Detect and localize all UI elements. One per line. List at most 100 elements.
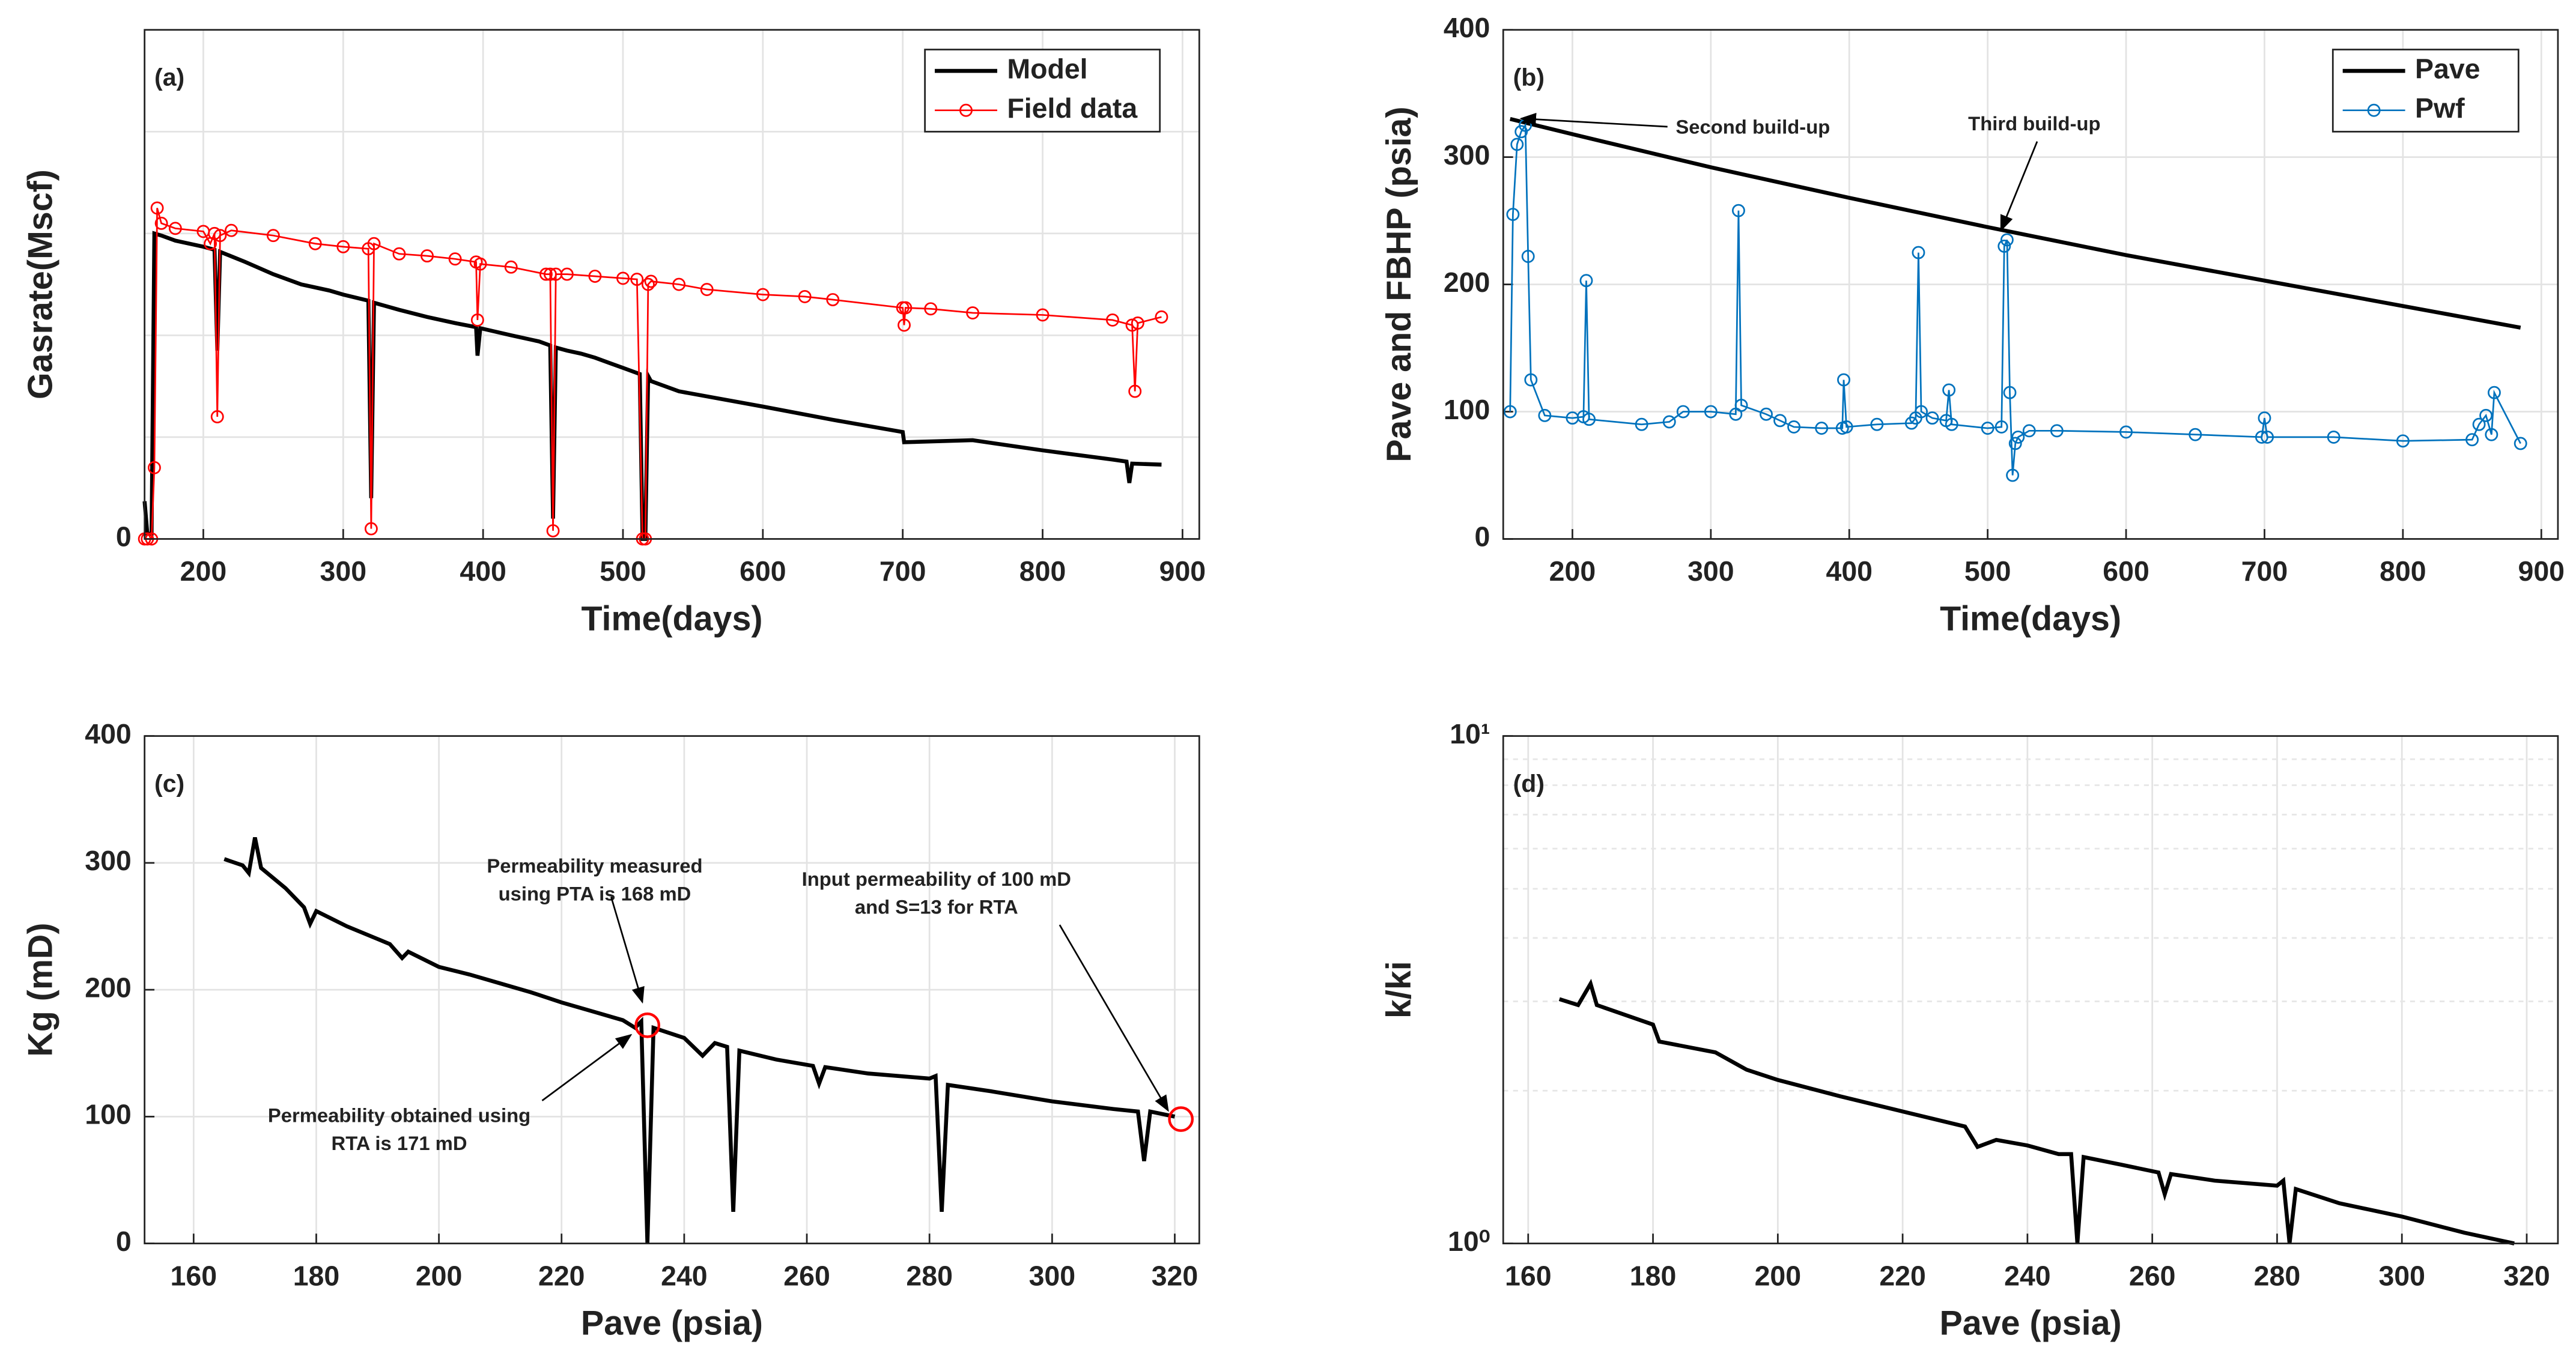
data-point xyxy=(1125,318,1139,332)
data-point xyxy=(504,260,518,274)
x-tick-label: 800 xyxy=(2380,555,2426,587)
data-point xyxy=(1915,405,1928,419)
data-point xyxy=(2327,430,2341,444)
annotation: and S=13 for RTA xyxy=(855,895,1018,918)
y-axis-label: Pave and FBHP (psia) xyxy=(1380,106,1418,462)
data-point xyxy=(473,257,487,271)
data-point xyxy=(266,229,280,243)
data-point xyxy=(150,201,164,215)
legend-label: Pwf xyxy=(2415,92,2465,124)
x-tick-label: 320 xyxy=(2503,1260,2550,1291)
x-axis-label: Pave (psia) xyxy=(1940,1304,2122,1343)
panel-label: (d) xyxy=(1513,769,1545,797)
x-tick-label: 260 xyxy=(783,1260,830,1291)
data-point xyxy=(641,277,655,291)
y-tick-label: 300 xyxy=(1444,139,1490,171)
annotation: Input permeability of 100 mD xyxy=(802,868,1071,890)
highlight-circle xyxy=(1168,1106,1194,1132)
x-tick-label: 220 xyxy=(1879,1260,1926,1291)
data-point xyxy=(1981,422,1994,435)
legend-label: Model xyxy=(1007,53,1087,84)
data-point xyxy=(630,273,644,286)
y-tick-label: 400 xyxy=(1444,12,1490,43)
data-point xyxy=(560,267,574,281)
series-line xyxy=(1509,123,2521,476)
data-point xyxy=(470,313,484,327)
x-tick-label: 300 xyxy=(2378,1260,2425,1291)
data-point xyxy=(1837,373,1850,387)
data-point xyxy=(1734,398,1748,412)
x-tick-label: 800 xyxy=(1019,555,1066,587)
data-point xyxy=(2261,430,2274,444)
data-point xyxy=(2050,424,2064,438)
panel-label: (a) xyxy=(154,64,184,91)
data-point xyxy=(225,223,238,237)
data-point xyxy=(1704,405,1718,419)
series-line xyxy=(1558,978,2515,1245)
data-point xyxy=(1582,413,1596,426)
highlight-circle xyxy=(634,1012,660,1038)
data-point xyxy=(1870,417,1884,431)
data-point xyxy=(168,222,182,235)
data-point xyxy=(1787,420,1801,434)
annotation-arrow xyxy=(1059,924,1169,1112)
y-tick-label: 10⁰ xyxy=(1448,1226,1490,1257)
y-tick-label: 400 xyxy=(85,718,132,749)
x-tick-label: 280 xyxy=(2254,1260,2301,1291)
x-tick-label: 700 xyxy=(2241,555,2288,587)
legend-box xyxy=(2331,49,2520,133)
data-point xyxy=(392,247,406,261)
y-tick-label: 0 xyxy=(1475,521,1490,552)
data-point xyxy=(208,226,222,240)
data-point xyxy=(700,283,714,296)
panel: 160 180 200 220 240 260 280 300 320 10⁰ 10¹ Pave (p… xyxy=(1380,718,2559,1343)
y-tick-label: 100 xyxy=(85,1099,132,1130)
data-point xyxy=(1506,208,1520,221)
x-tick-label: 220 xyxy=(538,1260,585,1291)
data-point xyxy=(2258,411,2271,425)
legend-marker xyxy=(2367,103,2381,117)
annotation: RTA is 171 mD xyxy=(332,1132,467,1154)
x-tick-label: 280 xyxy=(906,1260,953,1291)
data-point xyxy=(543,267,557,281)
x-tick-label: 300 xyxy=(1029,1260,1076,1291)
data-point xyxy=(1815,422,1829,435)
data-point xyxy=(336,240,350,253)
data-point xyxy=(2255,430,2268,444)
x-tick-label: 900 xyxy=(1159,555,1206,587)
annotation: using PTA is 168 mD xyxy=(499,883,691,905)
x-tick-label: 300 xyxy=(320,555,367,587)
data-point xyxy=(644,274,658,288)
plot-frame xyxy=(1502,29,2559,540)
data-point xyxy=(2000,233,2014,247)
data-point xyxy=(2003,386,2017,399)
x-tick-label: 200 xyxy=(416,1260,463,1291)
y-tick-label: 0 xyxy=(116,521,132,552)
x-tick-label: 260 xyxy=(2129,1260,2176,1291)
y-tick-label: 0 xyxy=(116,1226,132,1257)
panel: 200 300 400 500 600 700 800 900 0 Time(days) Gasra… xyxy=(21,29,1206,638)
data-point xyxy=(616,271,630,285)
x-axis-label: Time(days) xyxy=(581,599,762,638)
plot-area xyxy=(1503,736,2558,1244)
plot-frame xyxy=(1502,735,2559,1244)
annotation-arrow xyxy=(2000,141,2038,232)
x-tick-label: 200 xyxy=(180,555,227,587)
legend-label: Pave xyxy=(2415,53,2480,84)
data-point xyxy=(1036,308,1050,322)
data-point xyxy=(1839,420,1853,434)
data-point xyxy=(1155,310,1168,324)
x-tick-label: 200 xyxy=(1549,555,1596,587)
data-point xyxy=(367,237,381,250)
x-tick-label: 600 xyxy=(2103,555,2149,587)
y-tick-label: 10¹ xyxy=(1450,718,1490,749)
data-point xyxy=(1945,417,1958,431)
data-point xyxy=(1662,415,1676,429)
legend-box xyxy=(924,49,1161,133)
data-point xyxy=(1997,240,2011,253)
x-axis-label: Time(days) xyxy=(1940,599,2121,638)
data-point xyxy=(421,249,434,263)
annotation-arrow xyxy=(541,1034,633,1101)
data-point xyxy=(213,229,227,243)
